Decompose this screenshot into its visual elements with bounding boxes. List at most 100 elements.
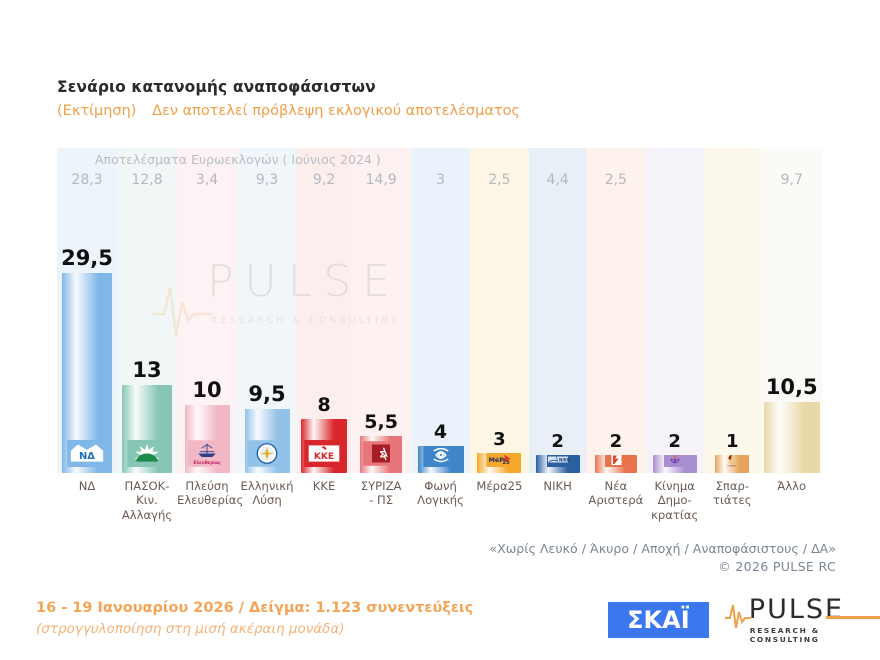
subtitle-estimate-label: (Εκτίμηση) — [57, 103, 137, 120]
column-band-5 — [351, 148, 412, 473]
bar-value-label: 4 — [433, 420, 448, 443]
column-band-7 — [469, 148, 529, 473]
foni-logikis-logo — [421, 445, 461, 471]
bar-column-ΣΥΡΙΖΑ---ΠΣ[interactable]: 5,5 Σ — [351, 196, 411, 473]
logo-row: ΣΚΑΪ PULSE RESEARCH & CONSULTING — [608, 596, 880, 644]
spartiates-logo: ΣΠΑΡΤΙΑΤΕΣ — [718, 455, 746, 471]
footnote-exclusions: «Χωρίς Λευκό / Άκυρο / Αποχή / Αναποφάσι… — [489, 541, 836, 556]
euro-value-ΝΙΚΗ: 4,4 — [546, 172, 569, 188]
bar-column-ΚΚΕ[interactable]: 8 ΚΚΕ — [297, 196, 351, 473]
column-band-10 — [645, 148, 705, 473]
bar-column-Μέρα25[interactable]: 3 MéPA 25 — [470, 196, 529, 473]
euro-results-header: Αποτελέσματα Ευρωεκλογών ( Ιούνιος 2024 … — [95, 152, 381, 167]
chart-plot-area: PULSE RESEARCH & CONSULTING Αποτελέσματα… — [57, 148, 823, 473]
euro-value-ΚΚΕ: 9,2 — [312, 172, 336, 188]
copyright-text: © 2026 PULSE RC — [718, 559, 836, 575]
x-label-Κίνημα-Δημο--κρατίας: Κίνημα Δημο- κρατίας — [651, 479, 699, 522]
euro-value-ΠΑΣΟΚ-Κιν.-Αλλαγής: 12,8 — [131, 172, 163, 188]
bar-ΠΑΣΟΚ-Κιν.-Αλλαγής[interactable] — [122, 384, 172, 473]
nd-logo: ΝΔ — [67, 440, 107, 471]
svg-text:25: 25 — [503, 460, 511, 466]
skai-logo-text: ΣΚΑΪ — [627, 606, 690, 634]
bar-Νέα-Αριστερά[interactable] — [594, 455, 637, 473]
bar-Πλεύση-Ελευθερίας[interactable]: Ελευθερίας — [184, 405, 230, 473]
pulse-logo-subtitle: RESEARCH & CONSULTING — [749, 626, 820, 644]
column-band-11 — [704, 148, 761, 473]
euro-value-Άλλο: 9,7 — [780, 172, 803, 188]
bar-value-label: 5,5 — [364, 410, 398, 433]
bar-value-label: 9,5 — [248, 381, 286, 406]
bar-Ελληνική-Λύση[interactable] — [244, 408, 290, 473]
bars-container: 29,5 ΝΔ 13 10 Ελευθερίας 9,5 8 ΚΚΕ 5 — [57, 196, 823, 473]
kke-logo: ΚΚΕ — [304, 440, 344, 471]
nea-aristera-logo — [598, 455, 634, 471]
x-label-ΠΑΣΟΚ-Κιν.-Αλλαγής: ΠΑΣΟΚ-Κιν. Αλλαγής — [121, 479, 173, 522]
svg-text:ΝΔ: ΝΔ — [79, 451, 95, 462]
bar-Μέρα25[interactable]: MéPA 25 — [477, 452, 522, 473]
bar-value-label: 2 — [551, 431, 564, 452]
svg-text:ΝΙΚΗ: ΝΙΚΗ — [559, 458, 570, 463]
page-title: Σενάριο κατανομής αναποφάσιστων — [57, 78, 376, 96]
euro-value-Κίνημα-Δημο--κρατίας — [645, 172, 704, 192]
footer-left: 16 - 19 Ιανουαρίου 2026 / Δείγμα: 1.123 … — [36, 600, 473, 637]
pasok-logo — [127, 440, 167, 471]
bar-value-label: 13 — [132, 357, 162, 382]
bar-column-Πλεύση-Ελευθερίας[interactable]: 10 Ελευθερίας — [177, 196, 237, 473]
x-label-ΣΥΡΙΖΑ---ΠΣ: ΣΥΡΙΖΑ - ΠΣ — [360, 479, 402, 508]
bar-column-Κίνημα-Δημο--κρατίας[interactable]: 2 — [645, 196, 704, 473]
x-label-Σπαρ--τιάτες: Σπαρ- τιάτες — [713, 479, 752, 508]
elliniki-lysi-logo — [247, 440, 287, 471]
x-axis-labels: ΝΔ ΠΑΣΟΚ-Κιν. Αλλαγής Πλεύση Ελευθερίας Ελλ… — [57, 479, 823, 522]
bar-value-label: 3 — [493, 428, 506, 450]
bar-Φωνή-Λογικής[interactable] — [417, 445, 464, 473]
bar-Άλλο[interactable] — [763, 401, 820, 473]
column-band-9 — [586, 148, 646, 473]
bar-Σπαρ--τιάτες[interactable]: ΣΠΑΡΤΙΑΤΕΣ — [715, 455, 750, 473]
bar-column-ΝΔ[interactable]: 29,5 ΝΔ — [57, 196, 117, 473]
pleusi-eleftherias-logo: Ελευθερίας — [187, 440, 227, 471]
pulse-logo: PULSE RESEARCH & CONSULTING — [724, 596, 880, 644]
bar-value-label: 2 — [668, 431, 681, 452]
x-label-Άλλο: Άλλο — [777, 479, 807, 493]
bar-Κίνημα-Δημο--κρατίας[interactable] — [652, 455, 697, 473]
mera25-logo: MéPA 25 — [480, 452, 518, 471]
bar-ΝΔ[interactable]: ΝΔ — [62, 273, 112, 473]
euro-value-Ελληνική-Λύση: 9,3 — [255, 172, 279, 188]
bar-ΚΚΕ[interactable]: ΚΚΕ — [301, 418, 348, 473]
bar-ΝΙΚΗ[interactable]: ΝΙΚΗ — [535, 455, 580, 473]
skai-logo: ΣΚΑΪ — [608, 602, 709, 638]
title-block: Σενάριο κατανομής αναποφάσιστων (Εκτίμησ… — [57, 78, 757, 119]
x-label-Φωνή-Λογικής: Φωνή Λογικής — [417, 479, 464, 508]
bar-column-Φωνή-Λογικής[interactable]: 4 — [411, 196, 470, 473]
bar-value-label: 1 — [726, 431, 739, 452]
euro-value-ΣΥΡΙΖΑ---ΠΣ: 14,9 — [365, 172, 397, 188]
bar-column-ΠΑΣΟΚ-Κιν.-Αλλαγής[interactable]: 13 — [117, 196, 177, 473]
bar-column-ΝΙΚΗ[interactable]: 2 ΝΙΚΗ — [529, 196, 587, 473]
x-label-ΝΙΚΗ: ΝΙΚΗ — [543, 479, 572, 493]
bar-column-Νέα-Αριστερά[interactable]: 2 — [586, 196, 645, 473]
column-band-6 — [411, 148, 470, 473]
x-label-Ελληνική-Λύση: Ελληνική Λύση — [240, 479, 294, 508]
subtitle-row: (Εκτίμηση) Δεν αποτελεί πρόβλεψη εκλογικ… — [57, 103, 757, 119]
euro-value-Σπαρ--τιάτες — [704, 172, 760, 192]
syriza-logo: Σ — [363, 440, 400, 471]
bar-column-Άλλο[interactable]: 10,5 — [761, 196, 823, 473]
fieldwork-dates: 16 - 19 Ιανουαρίου 2026 / Δείγμα: 1.123 … — [36, 600, 474, 616]
euro-value-Νέα-Αριστερά: 2,5 — [604, 172, 627, 188]
euro-results-row: 28,3 12,8 3,4 9,3 9,2 14,9 3 2,5 4,4 2,5 9,7 — [57, 172, 823, 192]
euro-value-Φωνή-Λογικής: 3 — [436, 172, 445, 188]
bar-column-Σπαρ--τιάτες[interactable]: 1 ΣΠΑΡΤΙΑΤΕΣ — [704, 196, 760, 473]
x-label-ΚΚΕ: ΚΚΕ — [312, 479, 336, 493]
x-label-Νέα-Αριστερά: Νέα Αριστερά — [588, 479, 644, 508]
euro-value-Μέρα25: 2,5 — [488, 172, 511, 188]
bar-value-label: 29,5 — [61, 246, 113, 270]
bar-column-Ελληνική-Λύση[interactable]: 9,5 — [237, 196, 297, 473]
x-label-Πλεύση-Ελευθερίας: Πλεύση Ελευθερίας — [177, 479, 244, 508]
bar-ΣΥΡΙΖΑ---ΠΣ[interactable]: Σ — [360, 435, 403, 473]
pulse-wave-icon-small — [724, 604, 751, 629]
kinima-dimokratias-logo — [656, 455, 694, 471]
svg-text:Ελευθερίας: Ελευθερίας — [193, 459, 221, 466]
svg-text:ΚΚΕ: ΚΚΕ — [314, 452, 334, 462]
euro-value-ΝΔ: 28,3 — [71, 172, 103, 188]
x-label-ΝΔ: ΝΔ — [78, 479, 96, 493]
